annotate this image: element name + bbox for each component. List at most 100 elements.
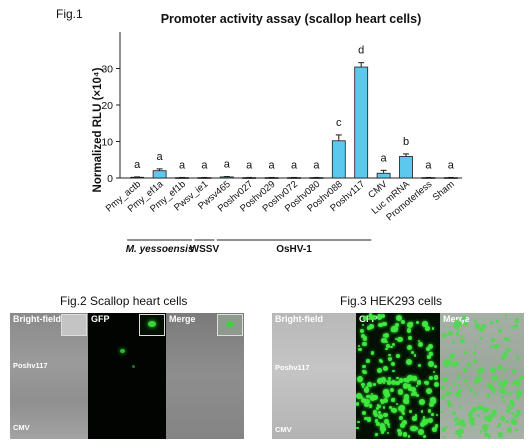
significance-letter: c	[336, 117, 342, 129]
gfp-cell	[453, 323, 459, 330]
gfp-cell	[418, 363, 422, 367]
gfp-cell	[394, 337, 398, 341]
gfp-cell	[382, 366, 388, 372]
significance-letter: a	[313, 159, 320, 171]
gfp-cell	[366, 359, 370, 363]
fig3-col-merge: Merge	[443, 314, 470, 324]
gfp-cell	[386, 340, 389, 344]
gfp-cell	[453, 319, 460, 326]
gfp-cell	[474, 345, 477, 348]
gfp-cell	[381, 401, 384, 404]
gfp-cell	[375, 432, 379, 436]
gfp-cell	[378, 404, 382, 408]
gfp-cell	[362, 411, 367, 416]
gfp-cell	[398, 415, 403, 420]
gfp-cell	[441, 427, 447, 433]
gfp-cell	[483, 427, 489, 433]
gfp-cell	[505, 409, 510, 414]
gfp-cell	[370, 351, 375, 355]
gfp-cell	[361, 384, 365, 388]
fig1-chart: Fig.1 Promoter activity assay (scallop h…	[56, 7, 462, 255]
gfp-cell	[467, 383, 470, 387]
gfp-cell	[440, 410, 443, 413]
plot-area: 0102030aPmy_actbaPmy_ef1aaPmy_ef1baPwsv_…	[101, 32, 462, 255]
gfp-cell	[381, 314, 386, 319]
fig2-brightfield-inset	[61, 314, 87, 336]
gfp-cell	[386, 344, 391, 349]
group-label: OsHV-1	[276, 244, 312, 255]
gfp-cell	[492, 382, 495, 385]
gfp-cell	[463, 322, 468, 327]
gfp-cell	[357, 420, 360, 424]
gfp-cell	[382, 321, 387, 327]
fig2-gfp-panel: GFP	[88, 313, 166, 439]
gfp-cell	[385, 348, 388, 351]
gfp-cell	[489, 321, 492, 324]
gfp-cell	[367, 395, 371, 398]
gfp-cell	[486, 394, 490, 398]
gfp-cell	[425, 347, 430, 351]
gfp-cell	[494, 387, 497, 391]
gfp-cell	[387, 425, 391, 429]
gfp-cell	[362, 364, 366, 369]
gfp-cell	[383, 392, 389, 398]
gfp-cell	[449, 391, 453, 395]
gfp-cell	[512, 389, 516, 393]
gfp-cell	[408, 335, 413, 340]
gfp-cell	[457, 329, 460, 332]
gfp-cell	[379, 426, 386, 433]
gfp-cell	[516, 389, 522, 395]
significance-letter: b	[403, 136, 409, 148]
gfp-cell	[409, 409, 413, 414]
gfp-cell	[369, 315, 375, 321]
significance-letter: a	[291, 159, 298, 171]
gfp-cell	[486, 416, 493, 422]
gfp-cell	[369, 313, 372, 316]
gfp-cell	[415, 384, 419, 388]
gfp-cell	[383, 332, 389, 338]
gfp-cell	[515, 380, 521, 386]
gfp-cell	[478, 326, 484, 332]
fig3-col-gfp: GFP	[359, 314, 378, 324]
gfp-cell	[433, 375, 439, 381]
gfp-cell	[368, 404, 373, 408]
gfp-cell	[516, 411, 522, 417]
gfp-cell	[428, 343, 434, 350]
gfp-cell	[363, 387, 370, 394]
gfp-cell	[402, 398, 409, 404]
gfp-cell	[490, 321, 494, 325]
fig3-brightfield-panel: Bright-field Poshv117 CMV	[272, 313, 356, 439]
fig3-panels: Bright-field Poshv117 CMV GFP Merge	[272, 313, 524, 439]
fig2-merge-inset	[217, 314, 243, 336]
gfp-cell	[479, 405, 485, 411]
gfp-cell	[497, 381, 503, 387]
gfp-cell	[512, 368, 517, 373]
gfp-cell	[382, 334, 385, 337]
fig3-col-brightfield: Bright-field	[275, 314, 323, 324]
gfp-cell	[408, 386, 413, 392]
gfp-cell	[363, 315, 368, 320]
fig2-gfp-inset	[139, 314, 165, 336]
gfp-cell	[387, 353, 391, 357]
gfp-cell	[416, 379, 422, 385]
gfp-cell	[448, 403, 453, 407]
gfp-cell	[373, 383, 376, 386]
gfp-cell	[474, 319, 477, 323]
fig2-col-brightfield: Bright-field	[13, 314, 61, 324]
gfp-cell	[467, 412, 473, 418]
fig2-row-poshv117: Poshv117	[13, 361, 48, 370]
gfp-cell	[376, 378, 383, 385]
gfp-cell	[386, 422, 391, 427]
gfp-cell	[394, 380, 400, 386]
gfp-cell	[406, 381, 409, 384]
gfp-cell	[456, 375, 460, 379]
gfp-cell	[504, 314, 507, 317]
gfp-cell	[518, 375, 524, 380]
gfp-cell	[496, 344, 501, 348]
gfp-cell	[506, 426, 513, 433]
y-tick-label: 30	[101, 64, 113, 76]
gfp-cell	[434, 424, 439, 428]
fig3-gfp-panel: GFP	[356, 313, 440, 439]
gfp-cell	[382, 381, 386, 384]
gfp-cell	[428, 376, 434, 381]
